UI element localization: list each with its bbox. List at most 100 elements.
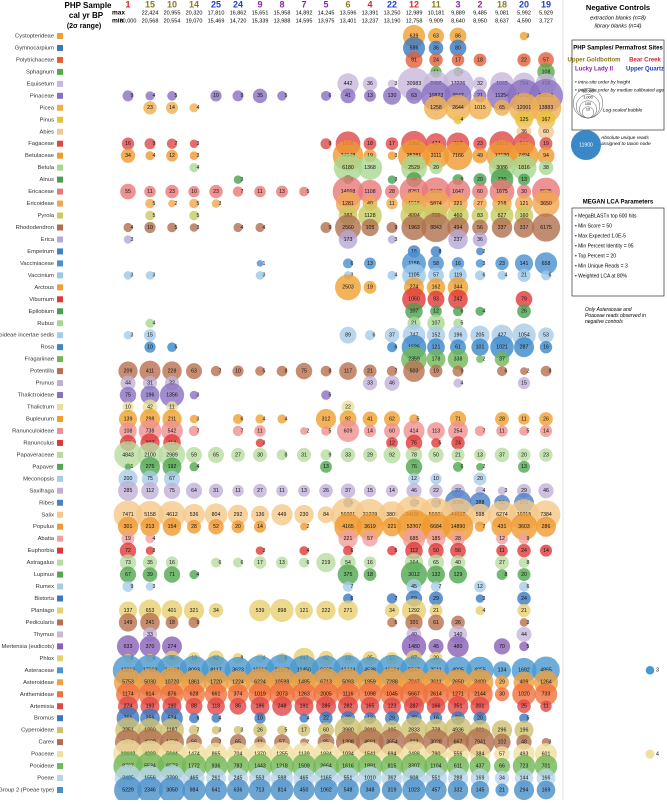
bubble [165, 184, 179, 199]
bubble [211, 713, 221, 723]
bubble-label: 14 [169, 105, 175, 111]
bubble-label: 28 [191, 524, 197, 530]
bubble-label: 29 [433, 596, 439, 602]
bubble-label: 3603 [518, 524, 530, 530]
taxon-label: Rubus [37, 321, 54, 327]
bubble-label: 3050 [166, 787, 178, 793]
bubble-label: 45 [411, 584, 417, 590]
bubble-label: 6 [219, 560, 222, 566]
sample-max: 5,929 [539, 10, 553, 16]
bubble-label: 17 [455, 57, 461, 63]
bubble [363, 447, 377, 462]
bubble-label: 11 [389, 201, 394, 207]
bubble-label: 37 [499, 452, 505, 458]
bubble [539, 424, 553, 437]
taxon-swatch [57, 499, 63, 506]
bubble-label: 36 [367, 81, 373, 87]
bubble [493, 758, 511, 775]
bubble [519, 641, 529, 652]
taxon-label: Papaver [32, 464, 54, 470]
bubble [253, 520, 267, 533]
bubble-label: 2 [483, 464, 486, 470]
taxon-label: Meconopsis [23, 476, 54, 482]
bubble-label: 88 [191, 704, 197, 710]
bubble-label: 586 [410, 45, 419, 51]
taxon-label: Poaceae [31, 752, 54, 758]
bubble-label: 27 [477, 201, 483, 207]
bubble [427, 290, 445, 308]
bubble [144, 221, 156, 234]
bubble [189, 462, 199, 472]
bubble [405, 458, 423, 476]
bubble-label: 3 [197, 153, 200, 159]
bubble-label: 33 [345, 452, 351, 458]
taxon-swatch [57, 404, 63, 411]
bubble [382, 517, 402, 537]
bubble [495, 256, 509, 271]
bubble-label: 6 [351, 261, 354, 267]
bubble-label: 1104 [430, 763, 441, 769]
bubble-label: 388 [476, 500, 485, 506]
bubble [387, 270, 397, 280]
bubble-label: 1045 [386, 692, 398, 698]
bubble [495, 555, 509, 570]
bubble-label: 450 [300, 787, 309, 793]
bubble-label: 898 [278, 608, 287, 614]
bubble-label: 3 [263, 440, 266, 446]
bubble-label: 16 [543, 345, 549, 351]
bubble-label: 13 [477, 452, 483, 458]
bubble-label: 11 [235, 488, 240, 494]
bubble [165, 556, 179, 569]
bubble-label: 285 [322, 704, 331, 710]
bubble [363, 137, 377, 151]
bubble [140, 517, 160, 537]
bubble [383, 86, 401, 105]
bubble [431, 438, 441, 448]
taxon-swatch [57, 643, 63, 650]
bubble [316, 600, 336, 621]
bubble-label: 242 [454, 297, 463, 303]
bubble [232, 365, 244, 377]
bubble [384, 375, 400, 391]
taxon-label: Empetrum [27, 249, 54, 255]
site-name: Upper Goldbottom [568, 58, 621, 64]
bubble-label: 70 [499, 644, 505, 650]
bubble-label: 6180 [342, 165, 354, 171]
bubble-label: 8 [329, 368, 332, 374]
bubble [474, 270, 486, 281]
bubble [316, 552, 336, 573]
taxon-swatch [57, 308, 63, 315]
bubble-label: 62 [389, 416, 395, 422]
bubble-label: 21 [521, 273, 527, 279]
bubble-label: 11 [169, 404, 174, 410]
bubble-label: 4 [505, 273, 508, 279]
bubble [208, 518, 224, 535]
bubble-label: 26 [455, 620, 461, 626]
taxon-label: Vacciniaceae [20, 261, 54, 267]
bubble [519, 426, 529, 436]
bubble-label: 21 [367, 368, 373, 374]
taxon-swatch [57, 619, 63, 626]
bubble [333, 153, 363, 182]
bubble [144, 138, 156, 150]
bubble [451, 436, 465, 450]
param: • Max Expected 1.0E-5 [575, 233, 626, 239]
bubble [253, 723, 267, 737]
bubble [517, 699, 531, 714]
bubble [476, 247, 484, 256]
bubble [137, 777, 163, 803]
taxon-swatch [57, 655, 63, 662]
bubble [165, 101, 179, 114]
bubble [448, 421, 468, 441]
bubble-label: 26 [257, 728, 263, 734]
bubble [532, 190, 560, 217]
bubble-label: 3 [263, 273, 266, 279]
size-label: 10 [586, 108, 590, 112]
bubble-label: 20 [477, 177, 483, 183]
bubble-label: 65 [499, 105, 505, 111]
bubble [123, 330, 133, 340]
bubble [494, 770, 510, 786]
bubble-label: 4165 [342, 524, 354, 530]
bubble-label: 118 [212, 704, 220, 710]
bubble-label: 10 [257, 716, 263, 722]
